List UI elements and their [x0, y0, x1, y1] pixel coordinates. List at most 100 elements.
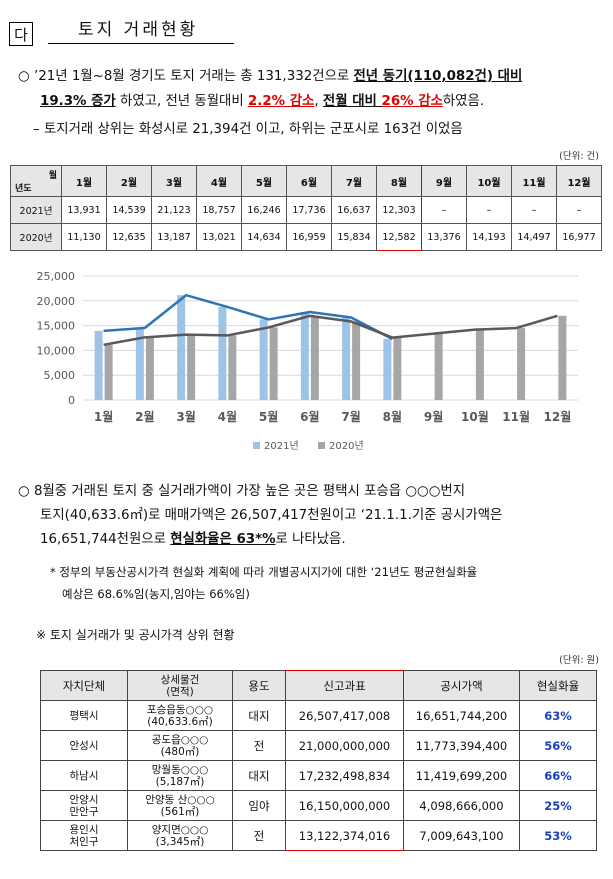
bar [475, 329, 484, 400]
table-row: 용인시 처인구 양지면○○○ (3,345㎡) 전 13,122,374,016 7… [40, 820, 597, 851]
item-cell: 안양동 산○○○ (561㎡) [127, 790, 233, 821]
x-tick-label: 3월 [176, 409, 195, 424]
x-tick-label: 8월 [383, 409, 402, 424]
value-cell: 14,634 [241, 223, 287, 251]
bar [94, 330, 103, 400]
value-cell: 12,303 [376, 196, 422, 224]
section-title: 토지 거래현황 [48, 17, 234, 44]
header-official: 공시가액 [403, 670, 520, 701]
value-cell: 16,977 [556, 223, 602, 251]
table-header-row: 자치단체 상세물건 (면적) 용도 신고과표 공시가액 현실화율 [40, 670, 597, 701]
table-header-row: 월 년도 1월 2월 3월 4월 5월 6월 7월 8월 9월 10월 11월 … [10, 165, 602, 197]
bar [259, 319, 268, 400]
value-cell: – [421, 196, 467, 224]
value-cell: 13,376 [421, 223, 467, 251]
bullet: ○ [18, 69, 30, 84]
bar [218, 306, 227, 400]
x-tick-label: 9월 [424, 409, 443, 424]
official-cell: 4,098,666,000 [403, 790, 520, 821]
month-header: 7월 [331, 165, 377, 197]
rate-cell: 53% [519, 820, 597, 851]
bar [434, 333, 443, 400]
x-tick-label: 11월 [502, 409, 530, 424]
region-cell: 안양시 만안구 [40, 790, 128, 821]
use-cell: 전 [232, 730, 286, 761]
note-line1: * 정부의 부동산공시가격 현실화 계획에 따라 개별공시지가에 대한 ‘21년… [50, 565, 478, 579]
value-cell: 18,757 [196, 196, 242, 224]
item-cell: 포승읍동○○○ (40,633.6㎡) [127, 700, 233, 731]
table-row: 안양시 만안구 안양동 산○○○ (561㎡) 임야 16,150,000,000 … [40, 790, 597, 821]
bar [300, 312, 309, 400]
month-header: 2월 [106, 165, 152, 197]
bar [135, 327, 144, 400]
para2-line3: 16,651,744천원으로 현실화율은 63*%로 나타났음. [40, 532, 346, 547]
value-cell: 13,931 [61, 196, 107, 224]
bar [310, 315, 319, 400]
x-tick-label: 6월 [300, 409, 319, 424]
table2-unit: (단위: 원) [559, 655, 599, 666]
year-cell: 2021년 [10, 196, 62, 224]
header-item: 상세물건 (면적) [127, 670, 233, 701]
region-cell: 평택시 [40, 700, 128, 731]
bar [342, 317, 351, 400]
legend-swatch [253, 442, 260, 449]
bar [177, 295, 186, 400]
bar [393, 337, 402, 400]
monthly-transactions-table: 월 년도 1월 2월 3월 4월 5월 6월 7월 8월 9월 10월 11월 … [10, 165, 602, 251]
y-tick-label: 10,000 [37, 344, 76, 357]
bar [145, 337, 154, 400]
value-cell: 13,187 [151, 223, 197, 251]
transactions-chart: 0 5,000 10,000 15,000 20,000 25,000 1월 2월 3월 4월 5월… [37, 270, 578, 452]
use-cell: 대지 [232, 700, 286, 731]
value-cell: 16,959 [286, 223, 332, 251]
rate-cell: 56% [519, 730, 597, 761]
y-tick-label: 0 [68, 394, 75, 407]
month-header: 3월 [151, 165, 197, 197]
x-tick-label: 2월 [135, 409, 154, 424]
header-rate: 현실화율 [519, 670, 597, 701]
table2-title: ※ 토지 실거래가 및 공시가격 상위 현황 [36, 628, 235, 642]
table-row: 평택시 포승읍동○○○ (40,633.6㎡) 대지 26,507,417,008… [40, 700, 597, 731]
month-header: 9월 [421, 165, 467, 197]
month-header: 11월 [511, 165, 557, 197]
value-cell: – [511, 196, 557, 224]
y-tick-label: 5,000 [44, 369, 76, 382]
value-cell: 11,130 [61, 223, 107, 251]
declared-cell: 21,000,000,000 [285, 730, 404, 761]
legend-label: 2020년 [329, 440, 364, 452]
value-cell: 14,497 [511, 223, 557, 251]
declared-cell: 13,122,374,016 [285, 820, 404, 851]
month-header: 5월 [241, 165, 287, 197]
table1-unit: (단위: 건) [559, 151, 599, 162]
month-header: 4월 [196, 165, 242, 197]
value-cell: 15,834 [331, 223, 377, 251]
value-cell: 17,736 [286, 196, 332, 224]
bar [558, 315, 567, 400]
para2-line2: 토지(40,633.6㎡)로 매매가액은 26,507,417천원이고 ‘21.… [40, 508, 503, 523]
note-line2: 예상은 68.6%임(농지,임야는 66%임) [62, 587, 250, 601]
rate-cell: 63% [519, 700, 597, 731]
bar [187, 334, 196, 400]
table-row: 하남시 망월동○○○ (5,187㎡) 대지 17,232,498,834 11,… [40, 760, 597, 791]
header-declared: 신고과표 [285, 670, 404, 701]
legend-swatch [318, 442, 325, 449]
bar [352, 321, 361, 400]
official-cell: 16,651,744,200 [403, 700, 520, 731]
rate-cell: 25% [519, 790, 597, 821]
y-tick-label: 20,000 [37, 295, 76, 308]
section-mark: 다 [9, 22, 33, 46]
y-tick-label: 15,000 [37, 320, 76, 333]
x-tick-label: 12월 [544, 409, 572, 424]
legend-label: 2021년 [264, 440, 299, 452]
y-tick-label: 25,000 [37, 270, 76, 283]
value-cell: – [466, 196, 512, 224]
item-cell: 양지면○○○ (3,345㎡) [127, 820, 233, 851]
declared-cell: 16,150,000,000 [285, 790, 404, 821]
header-region: 자치단체 [40, 670, 128, 701]
declared-cell: 26,507,417,008 [285, 700, 404, 731]
para1-line3: – 토지거래 상위는 화성시로 21,394건 이고, 하위는 군포시로 163… [33, 122, 463, 137]
x-tick-label: 10월 [461, 409, 489, 424]
official-cell: 11,773,394,400 [403, 730, 520, 761]
table-row: 2021년 13,931 14,539 21,123 18,757 16,246… [10, 196, 602, 224]
month-header: 12월 [556, 165, 602, 197]
